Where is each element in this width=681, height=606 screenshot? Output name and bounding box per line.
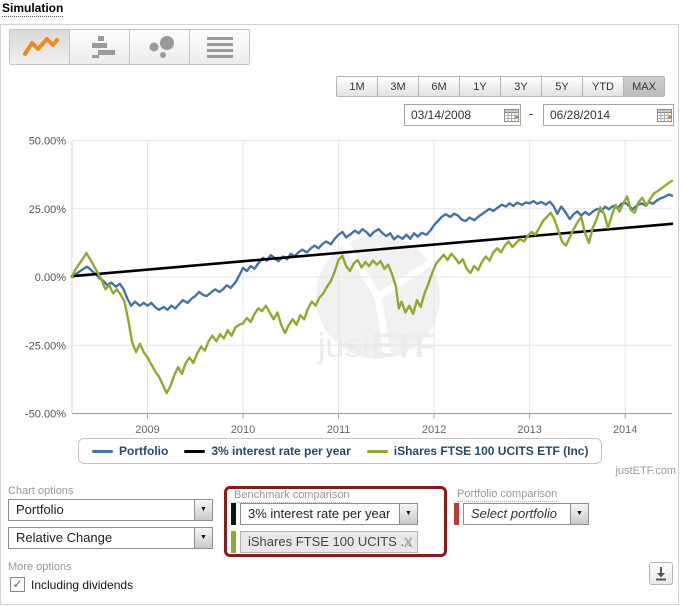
watermark-text: justETF <box>317 327 435 365</box>
portfolio-comparison-select[interactable]: Select portfolio ▼ <box>463 503 589 525</box>
benchmark-color-bar <box>231 503 236 525</box>
legend-dash-icon <box>366 449 388 453</box>
download-icon <box>656 567 666 581</box>
download-button[interactable] <box>649 562 673 585</box>
calendar-icon[interactable] <box>656 107 673 123</box>
legend-item-3-interest-rate-per-year[interactable]: 3% interest rate per year <box>184 444 351 458</box>
date-to-field <box>543 104 674 126</box>
time-range-5y[interactable]: 5Y <box>541 76 583 97</box>
legend-item-label: iShares FTSE 100 UCITS ETF (Inc) <box>393 444 589 458</box>
chart-type-toolbar <box>9 29 250 65</box>
time-range-group: 1M 3M 6M 1Y 3Y 5Y YTD MAX <box>336 76 665 97</box>
bar-chart-icon <box>91 36 115 58</box>
date-to-input[interactable] <box>544 108 657 122</box>
y-tick-label: -50.00% <box>25 409 66 421</box>
remove-benchmark-icon[interactable]: X <box>403 534 413 550</box>
portfolio-view-select[interactable]: Portfolio ▼ <box>8 499 213 521</box>
x-tick-label: 2014 <box>613 424 637 436</box>
portfolio-comparison-label[interactable]: Portfolio comparison <box>457 488 558 502</box>
y-tick-label: 25.00% <box>29 204 67 216</box>
benchmark-select-value: 3% interest rate per year <box>248 506 391 521</box>
portfolio-comparison-value: Select portfolio <box>471 506 557 521</box>
line-chart-view-button[interactable] <box>9 29 70 65</box>
time-range-ytd[interactable]: YTD <box>582 76 624 97</box>
date-separator: - <box>529 106 534 121</box>
chevron-down-icon: ▼ <box>194 500 212 520</box>
table-view-button[interactable] <box>189 29 250 65</box>
chevron-down-icon: ▼ <box>194 528 212 548</box>
list-icon <box>206 37 233 58</box>
page-title[interactable]: Simulation <box>2 1 64 17</box>
including-dividends-label: Including dividends <box>31 578 134 592</box>
bar-chart-view-button[interactable] <box>69 29 130 65</box>
series-line-ishares-ftse-100-ucits-etf-inc- <box>70 179 674 395</box>
portfolio-view-value: Portfolio <box>16 502 64 517</box>
portfolio-comparison-color-bar <box>454 503 459 525</box>
x-tick-label: 2012 <box>422 424 446 436</box>
time-range-6m[interactable]: 6M <box>418 76 460 97</box>
bubble-chart-view-button[interactable] <box>129 29 190 65</box>
performance-chart[interactable]: justETF 2009 2010 2011 2012 2013 2014 50.00% 25.… <box>0 125 681 437</box>
legend-item-portfolio[interactable]: Portfolio <box>92 444 168 458</box>
x-tick-label: 2010 <box>231 424 255 436</box>
benchmark-item-chip: iShares FTSE 100 UCITS ... X <box>240 531 418 553</box>
value-mode-select[interactable]: Relative Change ▼ <box>8 527 213 549</box>
date-from-input[interactable] <box>405 108 504 122</box>
benchmark-item-label: iShares FTSE 100 UCITS ... <box>248 534 412 549</box>
legend-item-ishares-ftse-100-ucits-etf-inc-[interactable]: iShares FTSE 100 UCITS ETF (Inc) <box>366 444 589 458</box>
x-tick-label: 2013 <box>517 424 541 436</box>
benchmark-comparison-label[interactable]: Benchmark comparison <box>234 489 350 503</box>
time-range-3y[interactable]: 3Y <box>500 76 542 97</box>
date-from-field <box>404 104 521 126</box>
time-range-1m[interactable]: 1M <box>336 76 378 97</box>
y-tick-label: -25.00% <box>25 340 66 352</box>
justetf-site-label: justETF.com <box>615 465 676 477</box>
benchmark-item-color-bar <box>231 531 236 553</box>
chart-legend: Portfolio 3% interest rate per year iShare… <box>78 438 603 464</box>
x-tick-label: 2009 <box>135 424 159 436</box>
legend-item-label: 3% interest rate per year <box>211 444 351 458</box>
y-tick-label: 0.00% <box>35 272 66 284</box>
x-tick-label: 2011 <box>327 424 351 436</box>
line-chart-icon <box>22 37 59 56</box>
calendar-icon[interactable] <box>503 107 520 123</box>
more-options-label: More options <box>8 561 72 573</box>
y-tick-label: 50.00% <box>29 136 67 148</box>
time-range-max[interactable]: MAX <box>623 76 665 97</box>
chevron-down-icon: ▼ <box>570 504 588 524</box>
series-line-portfolio <box>70 193 674 312</box>
legend-item-label: Portfolio <box>119 444 169 458</box>
chevron-down-icon: ▼ <box>399 504 417 524</box>
legend-dash-icon <box>92 449 113 453</box>
including-dividends-checkbox[interactable]: ✓ <box>10 577 25 592</box>
benchmark-select[interactable]: 3% interest rate per year ▼ <box>240 503 418 525</box>
time-range-1y[interactable]: 1Y <box>459 76 501 97</box>
value-mode-value: Relative Change <box>16 530 113 545</box>
chart-options-label: Chart options <box>8 485 74 497</box>
time-range-3m[interactable]: 3M <box>377 76 419 97</box>
bubble-chart-icon <box>149 36 174 58</box>
legend-dash-icon <box>184 449 206 453</box>
